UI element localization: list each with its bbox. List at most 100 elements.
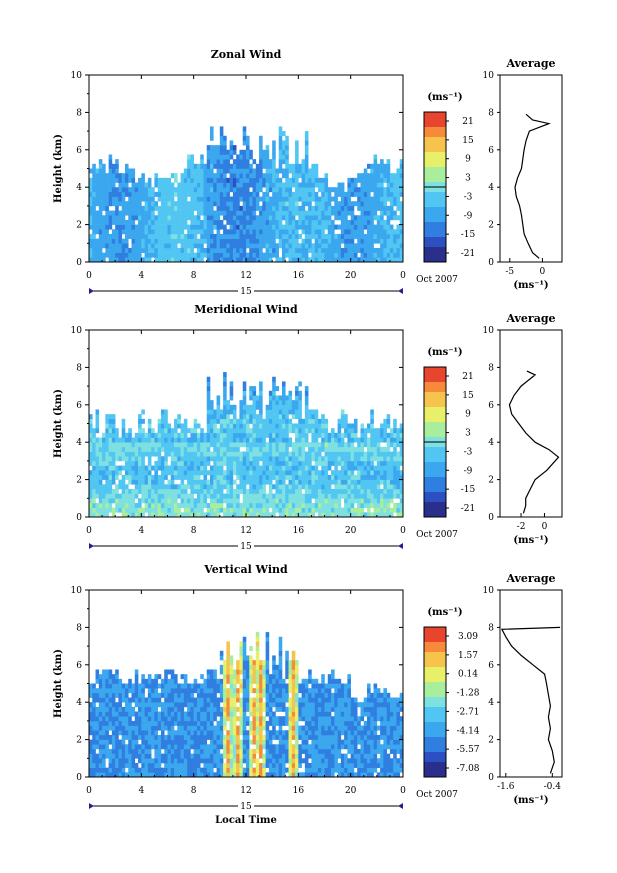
heatmap-cell xyxy=(95,512,100,518)
heatmap-cell xyxy=(353,493,358,499)
heatmap-cell xyxy=(389,442,394,448)
heatmap-cell xyxy=(331,432,335,438)
heatmap-cell xyxy=(288,465,293,471)
heatmap-cell xyxy=(131,725,136,731)
heatmap-cell xyxy=(177,233,181,239)
heatmap-cell xyxy=(174,734,178,740)
heatmap-cell xyxy=(334,196,338,202)
heatmap-cell xyxy=(373,247,378,253)
heatmap-cell xyxy=(128,507,132,513)
heatmap-cell xyxy=(367,163,371,169)
heatmap-cell xyxy=(154,748,158,754)
heatmap-cell xyxy=(259,257,263,263)
heatmap-cell xyxy=(242,126,247,132)
heatmap-cell xyxy=(252,182,257,188)
heatmap-cell xyxy=(393,238,397,244)
heatmap-cell xyxy=(128,711,132,717)
heatmap-cell xyxy=(367,484,371,490)
heatmap-cell xyxy=(203,688,208,694)
heatmap-cell xyxy=(281,205,286,211)
heatmap-cell xyxy=(226,233,230,239)
heatmap-cell xyxy=(353,451,358,457)
heatmap-cell xyxy=(321,502,325,508)
heatmap-cell xyxy=(370,233,374,239)
heatmap-cell xyxy=(268,493,273,499)
day-arrow-left xyxy=(89,288,94,294)
heatmap-cell xyxy=(206,159,211,165)
heatmap-cell xyxy=(295,182,299,188)
heatmap-cell xyxy=(128,437,132,443)
heatmap-cell xyxy=(357,247,361,253)
heatmap-cell xyxy=(131,460,136,466)
avg-y-tick-label: 8 xyxy=(488,108,494,118)
colorbar-segment xyxy=(424,457,446,463)
heatmap-cell xyxy=(334,512,338,518)
heatmap-cell xyxy=(206,404,211,410)
heatmap-cell xyxy=(255,257,260,263)
heatmap-cell xyxy=(331,451,335,457)
heatmap-cell xyxy=(183,720,188,726)
heatmap-cell xyxy=(386,465,391,471)
heatmap-cell xyxy=(193,678,198,684)
heatmap-cell xyxy=(242,233,247,239)
heatmap-cell xyxy=(350,493,355,499)
heatmap-cell xyxy=(311,465,315,471)
heatmap-cell xyxy=(206,702,211,708)
heatmap-cell xyxy=(196,706,201,712)
heatmap-cell xyxy=(327,243,332,249)
heatmap-cell xyxy=(229,205,234,211)
heatmap-cell xyxy=(167,442,172,448)
heatmap-cell xyxy=(89,219,93,225)
heatmap-cell xyxy=(291,428,296,434)
heatmap-cell xyxy=(128,205,132,211)
heatmap-cell xyxy=(340,442,345,448)
heatmap-cell xyxy=(347,507,351,513)
heatmap-cell xyxy=(327,224,332,230)
heatmap-cell xyxy=(190,688,194,694)
heatmap-cell xyxy=(160,219,165,225)
heatmap-cell xyxy=(399,215,404,221)
heatmap-cell xyxy=(131,762,136,768)
heatmap-cell xyxy=(223,182,227,188)
heatmap-cell xyxy=(115,465,119,471)
heatmap-cell xyxy=(200,683,204,689)
heatmap-cell xyxy=(331,257,335,263)
heatmap-cell xyxy=(111,460,116,466)
heatmap-cell xyxy=(373,196,378,202)
heatmap-cell xyxy=(203,456,208,462)
heatmap-cell xyxy=(206,753,211,759)
heatmap-cell xyxy=(177,512,181,518)
heatmap-cell xyxy=(180,683,185,689)
heatmap-cell xyxy=(92,706,96,712)
heatmap-cell xyxy=(275,191,280,197)
y-tick-label: 8 xyxy=(76,108,82,118)
heatmap-cell xyxy=(89,493,93,499)
heatmap-cell xyxy=(327,493,332,499)
heatmap-cell xyxy=(242,159,247,165)
heatmap-cell xyxy=(308,479,312,485)
heatmap-cell xyxy=(164,683,168,689)
heatmap-cell xyxy=(281,224,286,230)
heatmap-cell xyxy=(111,762,116,768)
heatmap-cell xyxy=(180,744,185,750)
heatmap-cell xyxy=(255,400,260,406)
heatmap-cell xyxy=(203,498,208,504)
heatmap-cell xyxy=(200,512,204,518)
day-label: 15 xyxy=(240,287,252,297)
heatmap-cell xyxy=(399,479,404,485)
heatmap-cell xyxy=(134,762,139,768)
avg-y-tick-label: 6 xyxy=(488,146,494,156)
colorbar-segment xyxy=(424,127,446,133)
colorbar-segment xyxy=(424,382,446,388)
heatmap-cell xyxy=(311,446,315,452)
heatmap-cell xyxy=(340,465,345,471)
heatmap-cell xyxy=(337,512,342,518)
heatmap-cell xyxy=(298,498,302,504)
heatmap-cell xyxy=(331,224,335,230)
heatmap-cell xyxy=(399,470,404,476)
heatmap-cell xyxy=(383,219,387,225)
heatmap-cell xyxy=(200,442,204,448)
heatmap-cell xyxy=(383,502,387,508)
heatmap-cell xyxy=(89,196,93,202)
heatmap-cell xyxy=(154,498,158,504)
